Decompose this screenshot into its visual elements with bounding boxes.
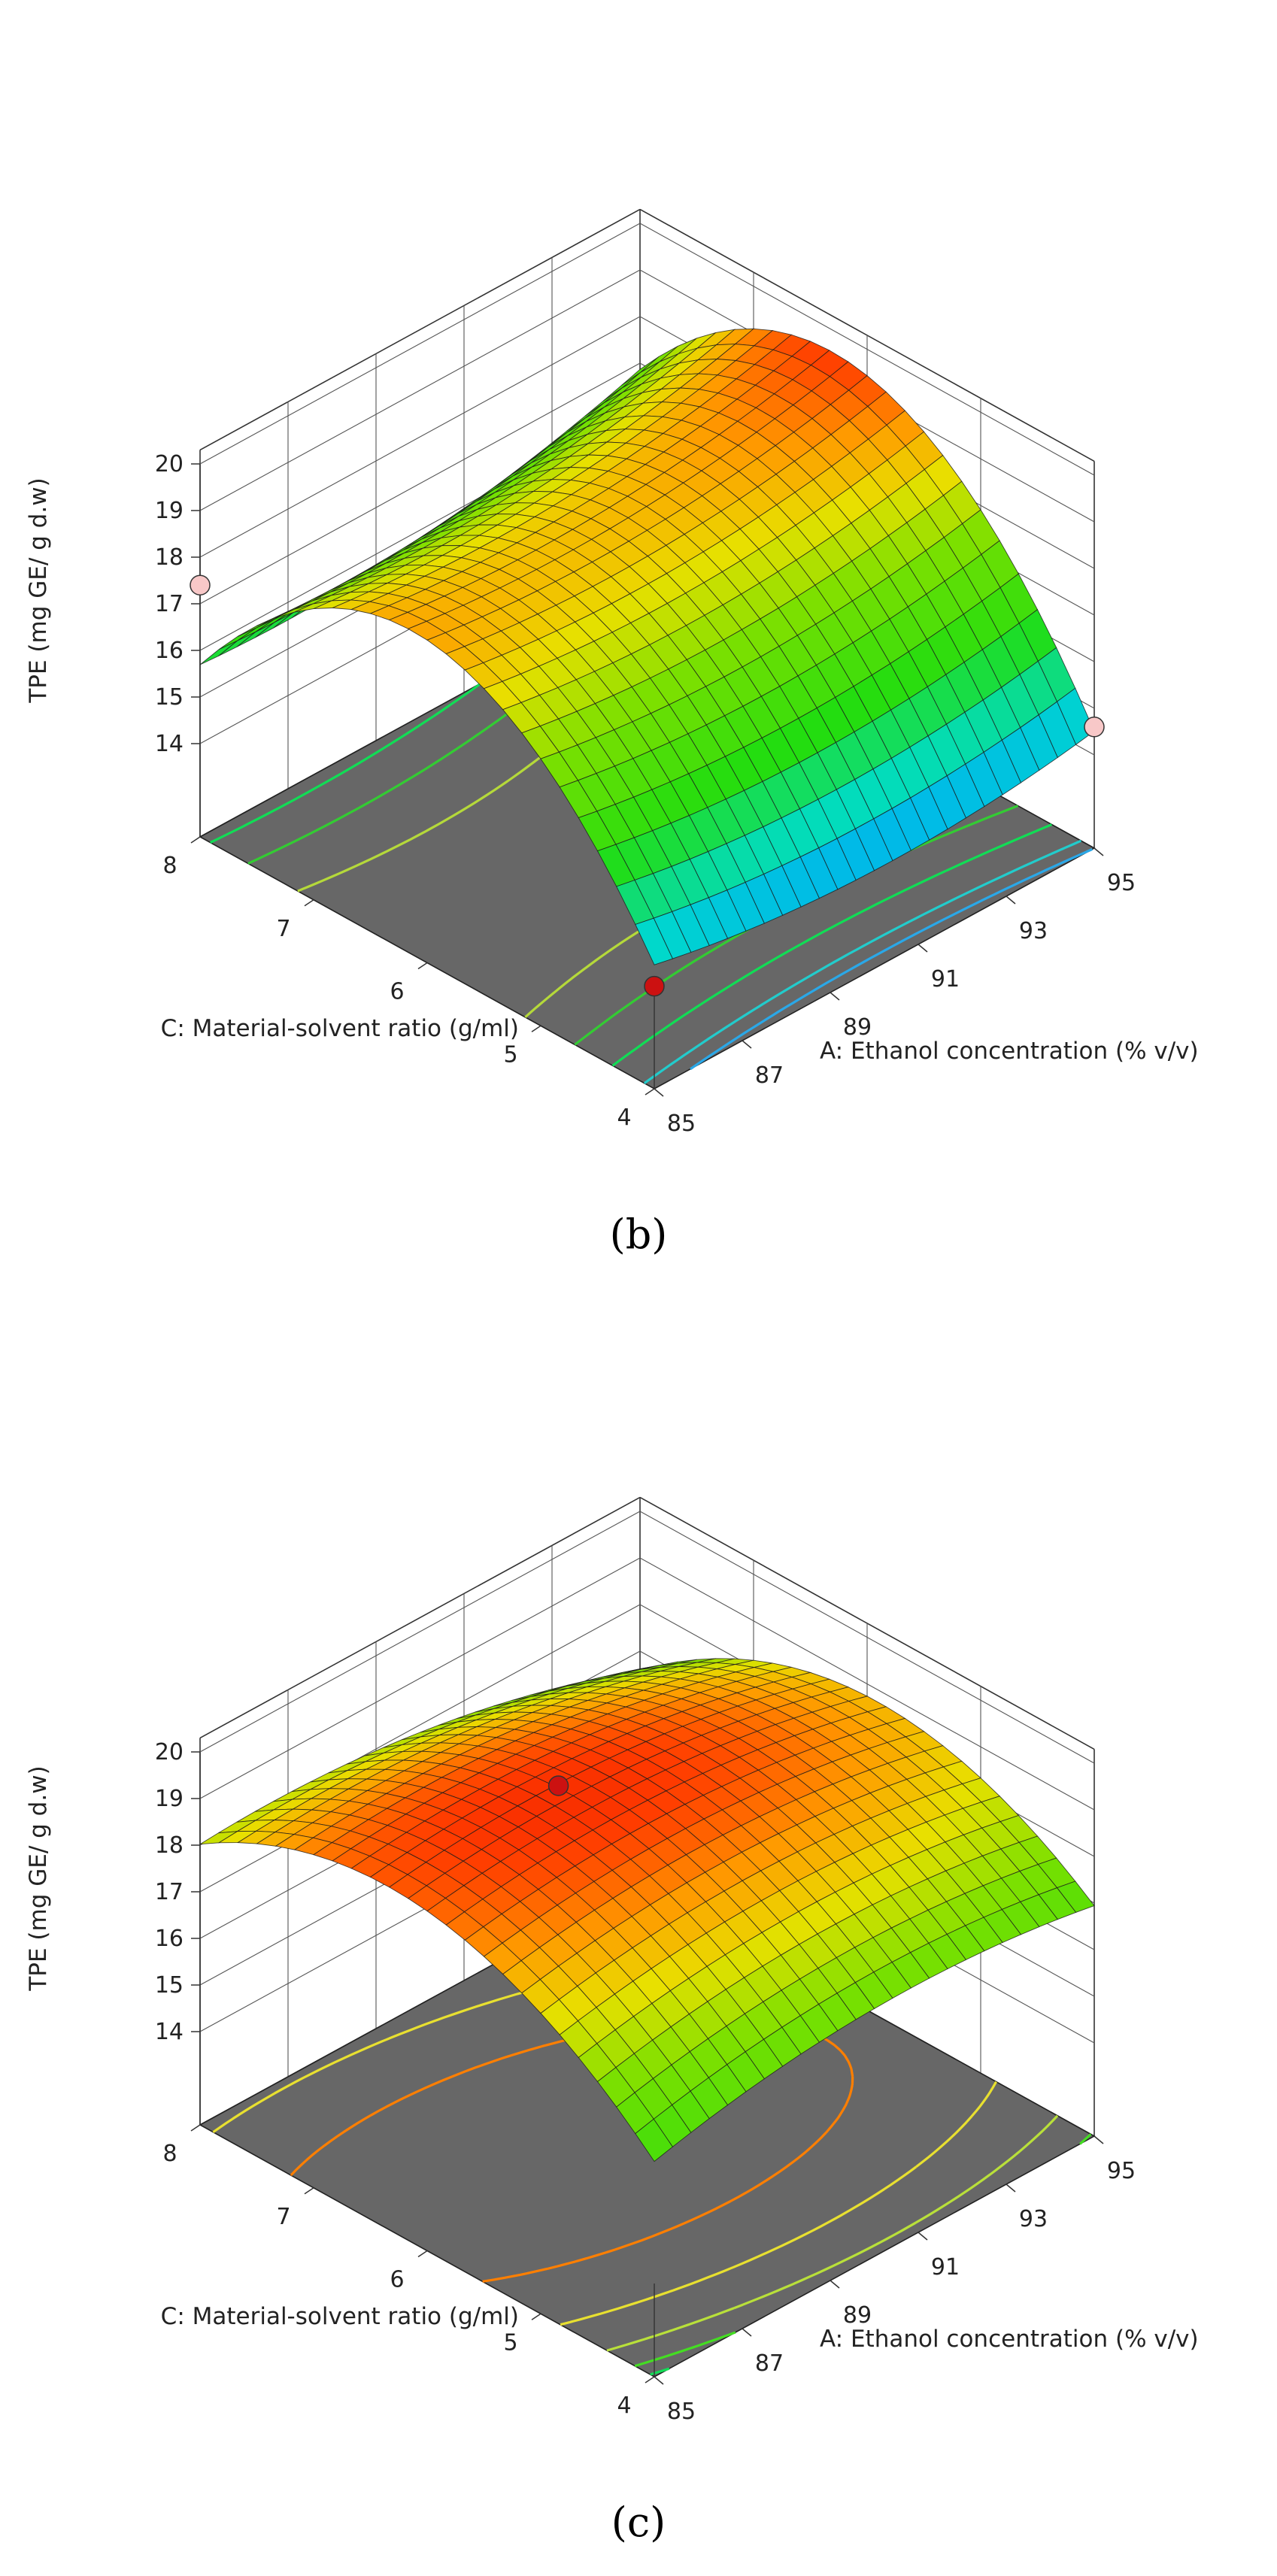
contour-line-3 bbox=[643, 839, 1082, 1084]
y-tick-label: 6 bbox=[390, 979, 404, 1005]
x-tick-label: 91 bbox=[931, 966, 960, 993]
wall-gridline bbox=[199, 223, 1095, 476]
z-tick-label: 19 bbox=[155, 1786, 184, 1812]
frame-line bbox=[639, 1496, 1095, 1750]
x-tick-label: 91 bbox=[931, 2254, 960, 2281]
design-point-2 bbox=[1084, 717, 1105, 738]
y-axis-ticks: 4 5 6 7 8 bbox=[162, 836, 655, 1131]
y-tick-label: 5 bbox=[503, 1041, 517, 1068]
x-tick-label: 93 bbox=[1019, 918, 1048, 944]
x-tick-label: 87 bbox=[755, 1062, 784, 1089]
x-tick-mark bbox=[830, 992, 840, 1001]
frame-line bbox=[199, 208, 641, 451]
y-tick-label: 5 bbox=[503, 2329, 517, 2356]
z-tick-label: 17 bbox=[155, 591, 184, 617]
y-tick-mark bbox=[304, 899, 314, 907]
panel-caption: (c) bbox=[611, 2499, 666, 2546]
contour-line-4 bbox=[690, 848, 1093, 1071]
design-point-1 bbox=[190, 574, 211, 596]
y-tick-mark bbox=[190, 2124, 201, 2132]
y-tick-mark bbox=[645, 1088, 655, 1096]
surface-patch bbox=[635, 917, 674, 965]
x-tick-label: 95 bbox=[1107, 870, 1136, 896]
surface-patch bbox=[635, 2118, 674, 2162]
surface-plot-b: 14 15 16 17 18 19 20 TPE (mg GE/ g d.w) 85 87 89 91… bbox=[25, 208, 1199, 1258]
x-tick-label: 89 bbox=[843, 1014, 872, 1041]
y-tick-mark bbox=[531, 1025, 541, 1032]
y-tick-mark bbox=[417, 962, 428, 970]
x-tick-mark bbox=[830, 2280, 840, 2289]
x-tick-label: 85 bbox=[667, 1111, 696, 1137]
y-tick-label: 8 bbox=[162, 2141, 177, 2167]
z-axis-ticks: 14 15 16 17 18 19 20 bbox=[155, 451, 200, 757]
frame-line bbox=[199, 1496, 641, 1739]
x-tick-mark bbox=[742, 2328, 752, 2337]
z-axis-title: TPE (mg GE/ g d.w) bbox=[25, 1765, 52, 1991]
x-tick-mark bbox=[654, 1088, 664, 1097]
x-tick-label: 95 bbox=[1107, 2158, 1136, 2184]
response-surface bbox=[199, 1658, 1095, 2162]
y-tick-label: 7 bbox=[276, 2204, 290, 2230]
panel-caption: (b) bbox=[610, 1211, 668, 1258]
x-axis-ticks: 85 87 89 91 93 95 bbox=[654, 847, 1136, 1137]
x-tick-mark bbox=[1093, 847, 1104, 856]
y-tick-mark bbox=[417, 2250, 428, 2258]
wall-gridline bbox=[199, 1511, 1095, 1764]
x-tick-mark bbox=[1006, 2184, 1016, 2193]
design-point-0 bbox=[644, 975, 665, 997]
y-tick-mark bbox=[304, 2187, 314, 2195]
y-tick-label: 7 bbox=[276, 916, 290, 942]
y-axis-ticks: 4 5 6 7 8 bbox=[162, 2124, 655, 2419]
x-tick-mark bbox=[654, 2376, 664, 2385]
z-axis-ticks: 14 15 16 17 18 19 20 bbox=[155, 1739, 200, 2045]
z-tick-label: 15 bbox=[155, 1972, 184, 1999]
z-tick-label: 18 bbox=[155, 1832, 184, 1859]
x-axis-ticks: 85 87 89 91 93 95 bbox=[654, 2135, 1136, 2425]
z-tick-label: 16 bbox=[155, 638, 184, 664]
x-tick-mark bbox=[1093, 2135, 1104, 2144]
wall-gridline bbox=[199, 269, 1095, 523]
surface-patch bbox=[218, 631, 256, 656]
x-tick-mark bbox=[1006, 896, 1016, 905]
y-tick-label: 8 bbox=[162, 853, 177, 879]
contour-line-4 bbox=[626, 1886, 670, 2376]
z-tick-label: 20 bbox=[155, 451, 184, 477]
x-tick-mark bbox=[742, 1040, 752, 1049]
z-tick-label: 14 bbox=[155, 2019, 184, 2045]
x-tick-label: 89 bbox=[843, 2302, 872, 2329]
x-axis-title: A: Ethanol concentration (% v/v) bbox=[820, 2326, 1199, 2353]
surface-plot-c: 14 15 16 17 18 19 20 TPE (mg GE/ g d.w) 85 87 89 91… bbox=[0, 1288, 1277, 2576]
y-tick-mark bbox=[531, 2313, 541, 2320]
z-tick-label: 16 bbox=[155, 1926, 184, 1952]
z-tick-label: 14 bbox=[155, 731, 184, 757]
wall-gridline bbox=[199, 1557, 1095, 1811]
z-tick-label: 17 bbox=[155, 1879, 184, 1905]
y-tick-mark bbox=[190, 836, 201, 844]
x-tick-mark bbox=[918, 944, 928, 953]
y-tick-label: 6 bbox=[390, 2267, 404, 2293]
x-tick-label: 85 bbox=[667, 2399, 696, 2425]
y-tick-label: 4 bbox=[617, 1105, 631, 1131]
y-axis-title: C: Material-solvent ratio (g/ml) bbox=[161, 1015, 519, 1042]
z-tick-label: 19 bbox=[155, 498, 184, 524]
x-tick-label: 87 bbox=[755, 2350, 784, 2377]
z-tick-label: 18 bbox=[155, 544, 184, 571]
z-axis-title: TPE (mg GE/ g d.w) bbox=[25, 477, 52, 703]
surface-patch bbox=[199, 640, 238, 665]
y-tick-label: 4 bbox=[617, 2393, 631, 2419]
y-axis-title: C: Material-solvent ratio (g/ml) bbox=[161, 2303, 519, 2330]
response-surface bbox=[199, 328, 1095, 965]
y-tick-mark bbox=[645, 2376, 655, 2384]
z-tick-label: 15 bbox=[155, 684, 184, 711]
x-axis-title: A: Ethanol concentration (% v/v) bbox=[820, 1038, 1199, 1065]
design-point-0 bbox=[548, 1775, 569, 1796]
x-tick-label: 93 bbox=[1019, 2206, 1048, 2232]
z-tick-label: 20 bbox=[155, 1739, 184, 1765]
x-tick-mark bbox=[918, 2232, 928, 2241]
